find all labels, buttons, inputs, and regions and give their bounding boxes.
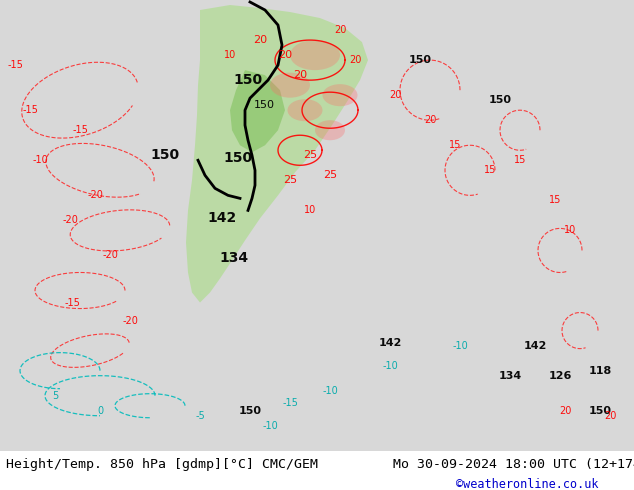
Ellipse shape <box>287 99 323 121</box>
Text: 142: 142 <box>378 338 402 347</box>
Text: Height/Temp. 850 hPa [gdmp][°C] CMC/GEM: Height/Temp. 850 hPa [gdmp][°C] CMC/GEM <box>6 458 318 471</box>
Text: 20: 20 <box>559 406 571 416</box>
Text: 20: 20 <box>293 70 307 80</box>
Text: 142: 142 <box>207 211 236 225</box>
Text: -20: -20 <box>122 316 138 325</box>
Text: 134: 134 <box>219 251 249 266</box>
Text: -15: -15 <box>64 297 80 308</box>
Text: 25: 25 <box>323 171 337 180</box>
Ellipse shape <box>323 84 358 106</box>
Text: -15: -15 <box>7 60 23 70</box>
Text: 150: 150 <box>223 151 252 165</box>
Text: 20: 20 <box>278 50 292 60</box>
Text: 20: 20 <box>389 90 401 100</box>
Text: 20: 20 <box>349 55 361 65</box>
Text: 15: 15 <box>449 140 461 150</box>
Text: 25: 25 <box>303 150 317 160</box>
Text: 0: 0 <box>97 406 103 416</box>
Text: -10: -10 <box>262 421 278 431</box>
Text: 150: 150 <box>489 95 512 105</box>
Text: -10: -10 <box>322 386 338 396</box>
Text: 150: 150 <box>588 406 612 416</box>
Text: 10: 10 <box>224 50 236 60</box>
Text: -10: -10 <box>452 341 468 351</box>
Text: 150: 150 <box>254 100 275 110</box>
Ellipse shape <box>270 73 310 98</box>
Text: 15: 15 <box>484 165 496 175</box>
Text: -15: -15 <box>282 398 298 408</box>
Text: ©weatheronline.co.uk: ©weatheronline.co.uk <box>456 478 599 490</box>
Text: 134: 134 <box>498 370 522 381</box>
Text: 118: 118 <box>588 366 612 376</box>
Text: -20: -20 <box>87 190 103 200</box>
Text: -15: -15 <box>72 125 88 135</box>
Text: 10: 10 <box>564 225 576 235</box>
Text: 25: 25 <box>283 175 297 185</box>
Text: 15: 15 <box>514 155 526 165</box>
Text: -5: -5 <box>195 411 205 421</box>
Text: 10: 10 <box>304 205 316 216</box>
Ellipse shape <box>290 40 340 70</box>
Text: 150: 150 <box>150 148 179 162</box>
Polygon shape <box>186 5 368 302</box>
Text: -20: -20 <box>62 216 78 225</box>
Text: 20: 20 <box>334 25 346 35</box>
Text: -20: -20 <box>102 250 118 261</box>
Text: 20: 20 <box>604 411 616 421</box>
Text: Mo 30-09-2024 18:00 UTC (12+174): Mo 30-09-2024 18:00 UTC (12+174) <box>393 458 634 471</box>
Polygon shape <box>230 70 285 152</box>
Text: 5: 5 <box>52 391 58 401</box>
Text: 20: 20 <box>253 35 267 45</box>
Text: -10: -10 <box>32 155 48 165</box>
Text: 150: 150 <box>238 406 261 416</box>
Text: -10: -10 <box>382 361 398 370</box>
Text: 20: 20 <box>424 115 436 125</box>
Text: -15: -15 <box>22 105 38 115</box>
Text: 15: 15 <box>549 196 561 205</box>
Text: 126: 126 <box>548 370 572 381</box>
Text: 142: 142 <box>523 341 547 351</box>
Ellipse shape <box>315 120 345 140</box>
FancyBboxPatch shape <box>0 0 634 451</box>
Text: 150: 150 <box>233 73 262 87</box>
Text: 150: 150 <box>408 55 432 65</box>
